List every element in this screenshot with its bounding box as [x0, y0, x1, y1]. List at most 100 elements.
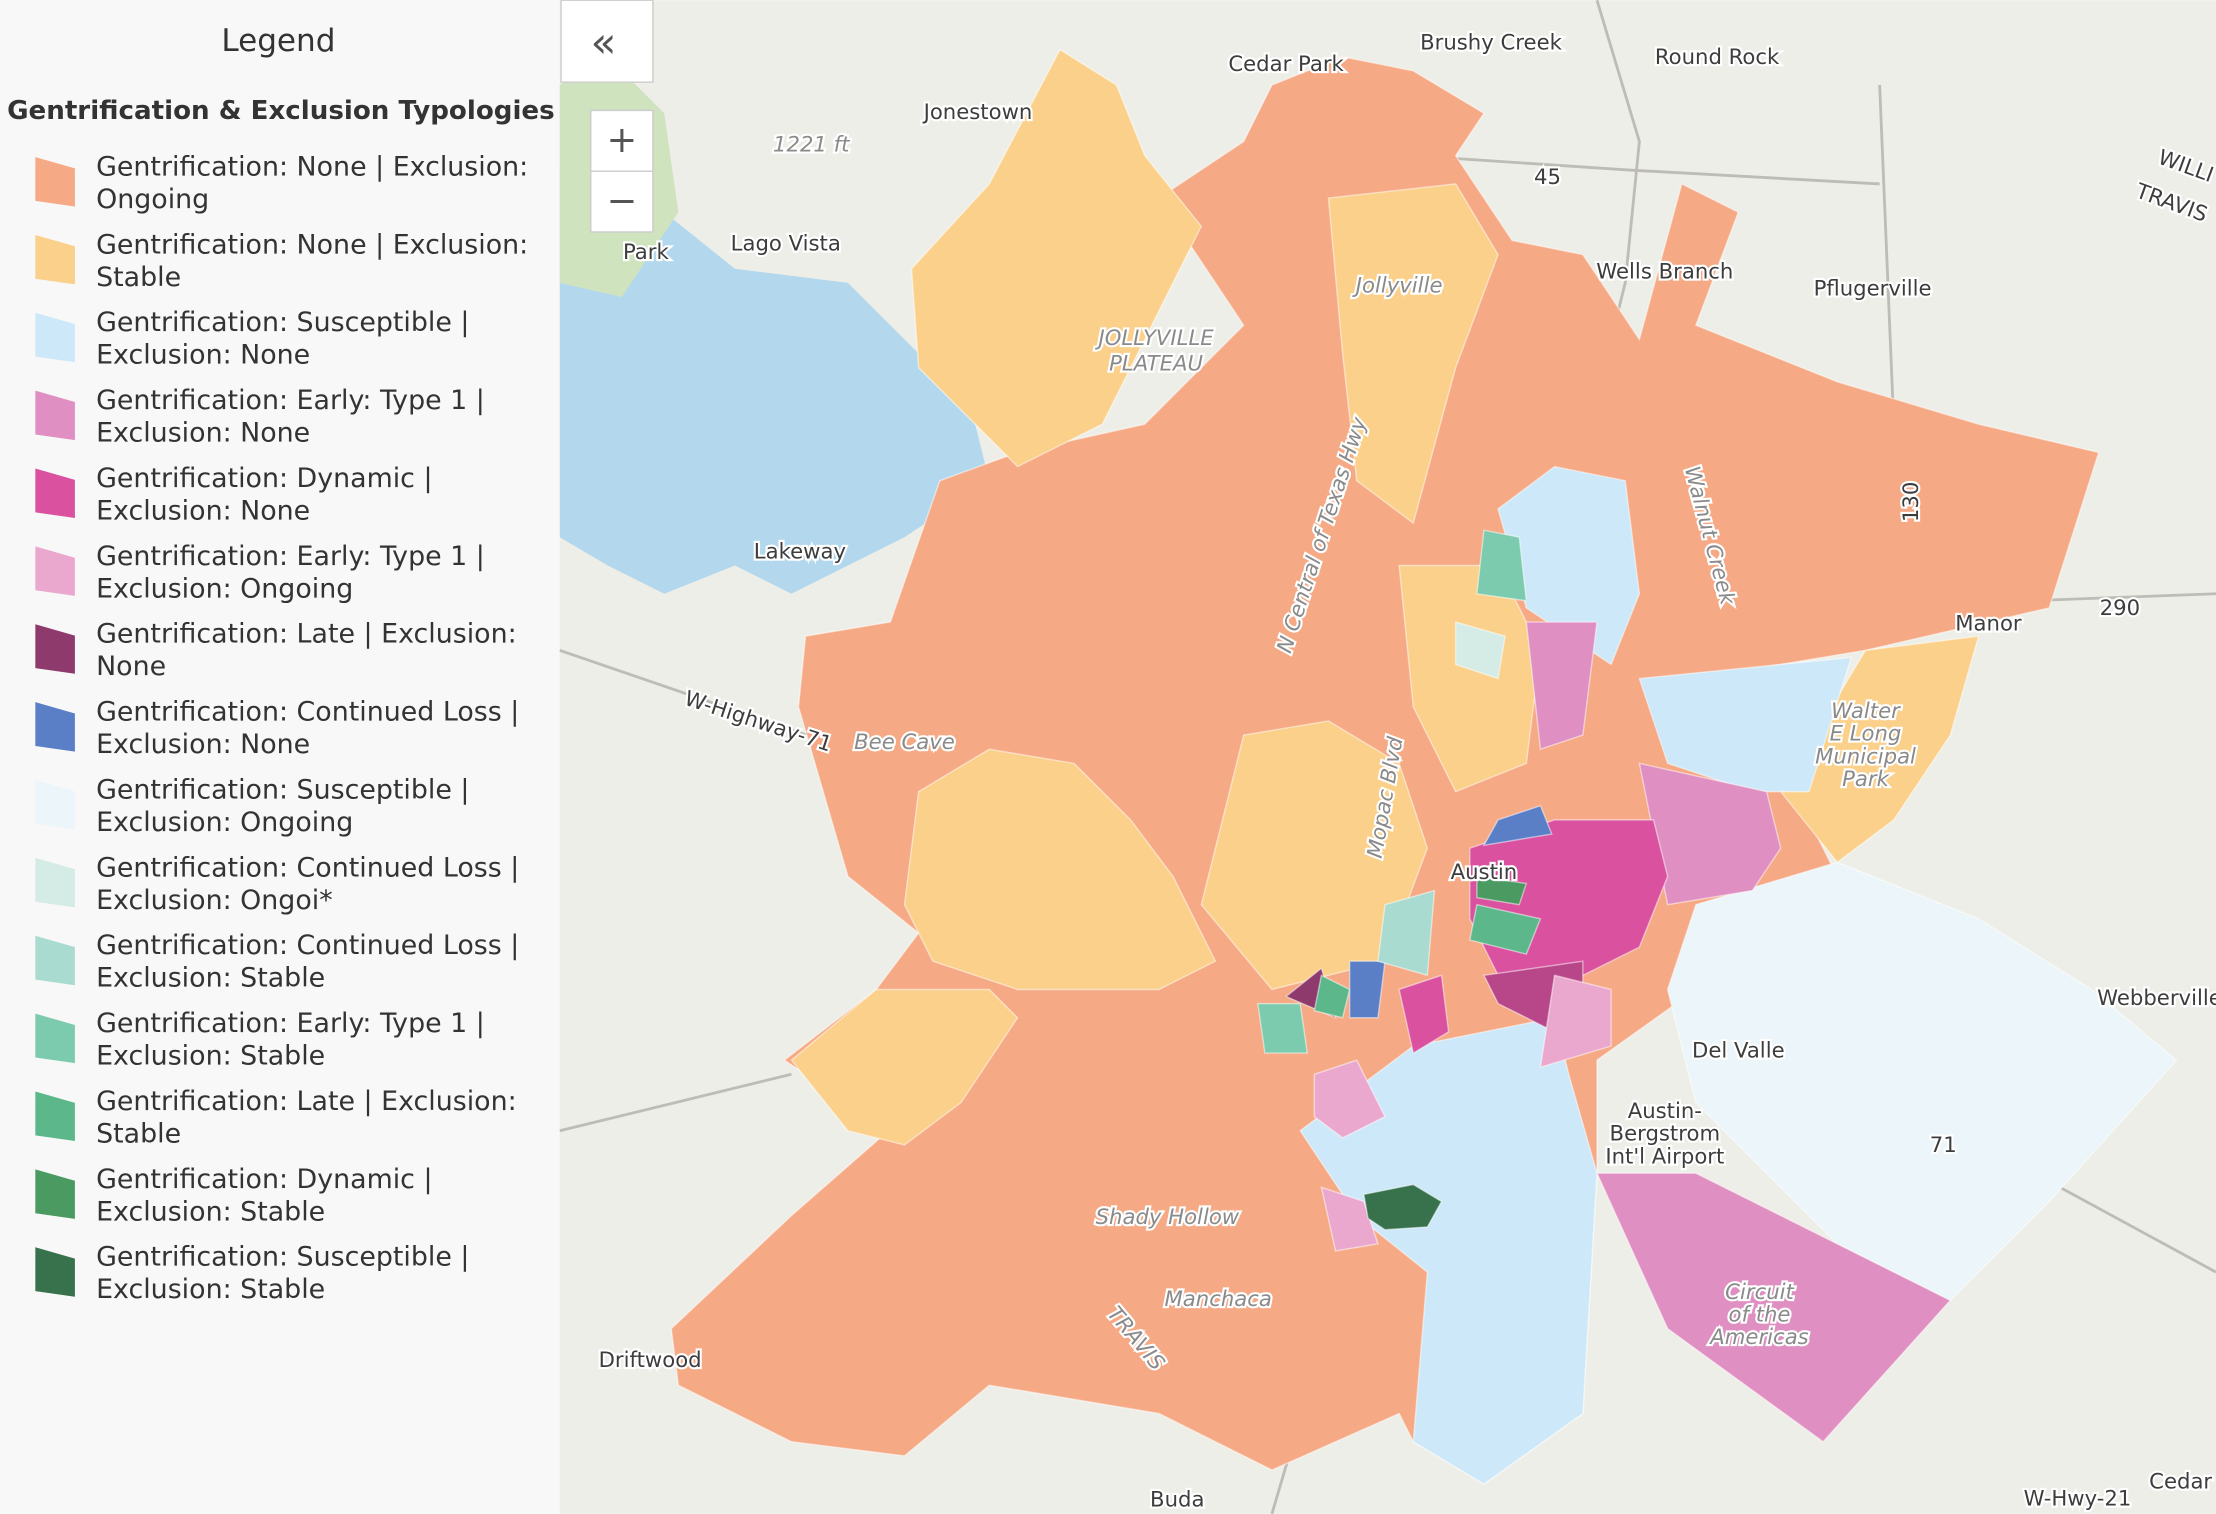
place-label: Lakeway: [754, 538, 846, 563]
tract: [1256, 1002, 1309, 1054]
tract: [1468, 903, 1542, 955]
legend-swatch: [35, 702, 75, 752]
zoom-out[interactable]: −: [590, 170, 654, 233]
legend-swatch: [35, 1169, 75, 1219]
legend-swatch: [35, 935, 75, 986]
legend-swatch: [35, 468, 75, 519]
place-label: Austin: [1451, 859, 1518, 884]
legend-label: Exclusion: Stable: [96, 1196, 325, 1227]
legend-swatch: [35, 624, 75, 674]
zoom-out-box[interactable]: [590, 170, 654, 233]
tract: [1348, 960, 1386, 1019]
place-label: Shady Hollow: [1096, 1204, 1240, 1229]
legend-label: Gentrification: Early: Type 1 |: [96, 1008, 485, 1039]
lake: [559, 169, 990, 594]
legend-label: Exclusion: Ongoing: [96, 573, 353, 604]
place-label: Round Rock: [1655, 44, 1780, 69]
legend-label: Exclusion: Stable: [96, 963, 325, 994]
place-label: E Long: [1830, 721, 1902, 746]
legend-label: Exclusion: None: [96, 418, 310, 449]
place-label: Manor: [1955, 611, 2022, 636]
legend-subtitle: Gentrification & Exclusion Typologies: [7, 96, 555, 126]
zoom-in[interactable]: +: [590, 109, 654, 172]
legend-label: Gentrification: Susceptible |: [96, 307, 469, 338]
tracts: [670, 48, 2178, 1485]
place-label: Manchaca: [1165, 1286, 1272, 1311]
place-label: Int'l Airport: [1605, 1143, 1724, 1168]
legend-background: [0, 0, 560, 1514]
legend-label: Gentrification: Late | Exclusion:: [96, 619, 517, 650]
legend-label: Exclusion: Ongoing: [96, 807, 353, 838]
tract: [790, 988, 1019, 1146]
legend-swatch: [35, 546, 75, 596]
zoom-in-icon[interactable]: +: [606, 118, 637, 161]
zoom-out-icon[interactable]: −: [606, 179, 637, 222]
legend-swatch: [35, 390, 75, 441]
legend-label: Exclusion: Ongoi*: [96, 885, 333, 916]
place-label: 1221 ft: [773, 131, 850, 156]
legend-label: Gentrification: Early: Type 1 |: [96, 541, 485, 572]
legend-label: Exclusion: None: [96, 495, 310, 526]
zoom-in-box[interactable]: [590, 109, 654, 172]
legend-label: Stable: [96, 1118, 181, 1149]
legend-swatch: [35, 780, 75, 830]
place-label: Del Valle: [1692, 1037, 1785, 1062]
place-label: 71: [1930, 1132, 1957, 1157]
collapse-icon[interactable]: «: [590, 18, 616, 67]
place-label: Municipal: [1815, 743, 1916, 768]
tract: [1482, 804, 1553, 847]
legend-label: Exclusion: None: [96, 340, 310, 371]
place-label: Cedar: [2149, 1468, 2212, 1493]
place-label: Driftwood: [599, 1347, 702, 1372]
tract: [1638, 656, 1853, 793]
place-label: 130: [1898, 482, 1923, 522]
tract: [1497, 465, 1641, 666]
legend-label: Exclusion: None: [96, 729, 310, 760]
tract: [1377, 889, 1436, 977]
map: Cedar Park Brushy Creek Round Rock Jones…: [559, 0, 2216, 1514]
place-label: Webberville: [2097, 985, 2216, 1010]
tract: [1313, 1059, 1386, 1139]
place-label: Austin-: [1628, 1098, 1702, 1123]
legend-label: None: [96, 651, 166, 682]
legend-swatch: [35, 234, 75, 285]
place-label: Park: [1842, 766, 1889, 791]
tract: [1313, 974, 1351, 1019]
place-label: Cedar Park: [1228, 51, 1344, 76]
place-label: Wells Branch: [1596, 259, 1733, 284]
legend-label: Gentrification: Susceptible |: [96, 774, 469, 805]
place-label: Bergstrom: [1610, 1121, 1721, 1146]
place-label: Bee Cave: [854, 729, 955, 754]
legend-panel: Legend Gentrification & Exclusion Typolo…: [0, 0, 560, 1514]
place-label: Circuit: [1725, 1279, 1794, 1304]
place-label: Jonestown: [922, 99, 1033, 124]
tract: [1525, 621, 1598, 751]
tract: [1539, 974, 1612, 1069]
place-label: 290: [2100, 595, 2140, 620]
legend-label: Gentrification: Susceptible |: [96, 1242, 469, 1273]
legend-swatch: [35, 1247, 75, 1297]
legend-label: Gentrification: Continued Loss |: [96, 697, 519, 728]
tract: [1666, 861, 2178, 1302]
legend-label: Ongoing: [96, 184, 209, 215]
collapse-button[interactable]: «: [560, 0, 654, 83]
legend-label: Gentrification: Continued Loss |: [96, 852, 519, 883]
legend-label: Exclusion: Stable: [96, 1041, 325, 1072]
tract: [1362, 1183, 1443, 1231]
legend-label: Stable: [96, 262, 181, 293]
collapse-button-box[interactable]: [560, 0, 654, 83]
place-label: Buda: [1150, 1487, 1204, 1512]
place-label: Jollyville: [1352, 273, 1443, 298]
legend-swatch: [35, 312, 75, 363]
legend-swatch: [35, 857, 75, 908]
legend-label: Gentrification: None | Exclusion:: [96, 229, 528, 260]
tract: [1454, 621, 1506, 680]
legend-label: Gentrification: Early: Type 1 |: [96, 385, 485, 416]
place-label: PLATEAU: [1109, 350, 1203, 375]
legend-label: Gentrification: Late | Exclusion:: [96, 1086, 517, 1117]
place-label: Park: [623, 239, 670, 264]
legend-label: Gentrification: Dynamic |: [96, 463, 432, 494]
legend-label: Gentrification: None | Exclusion:: [96, 151, 528, 182]
place-label: of the: [1729, 1302, 1791, 1327]
